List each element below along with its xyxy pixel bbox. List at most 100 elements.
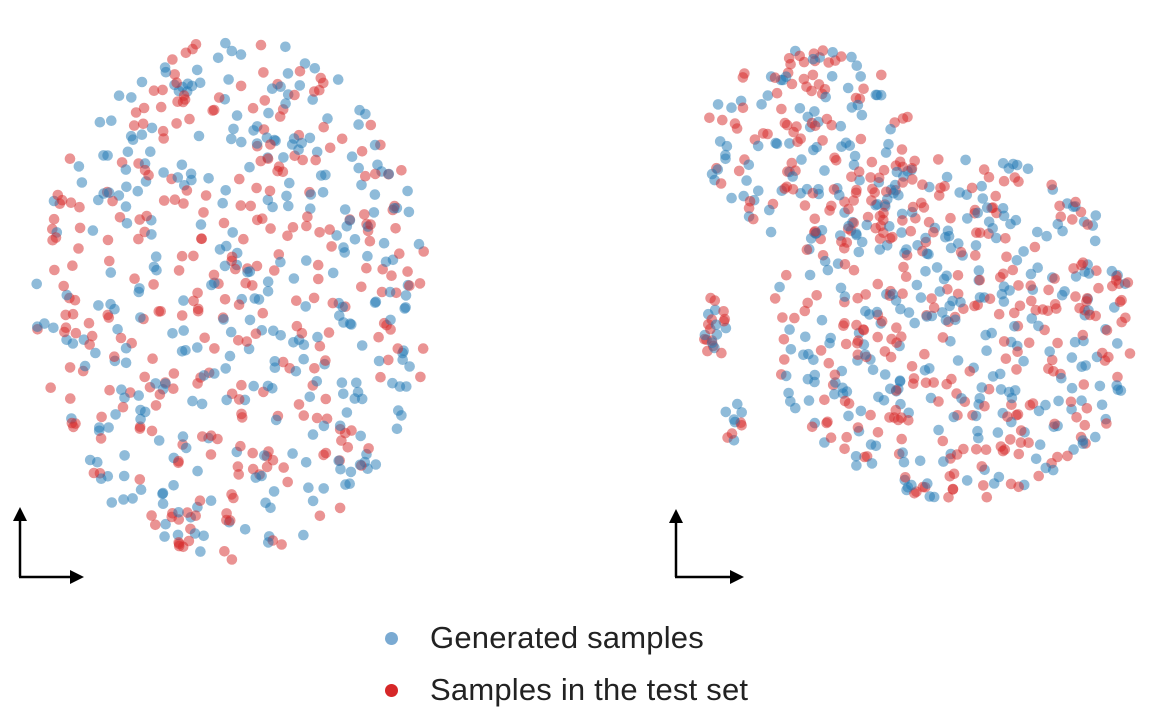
test-sample-point <box>769 72 781 83</box>
test-sample-point <box>945 212 956 224</box>
generated-sample-point <box>354 459 366 471</box>
test-sample-point <box>872 331 883 343</box>
test-sample-point <box>1116 294 1127 306</box>
test-sample-point <box>787 184 799 195</box>
generated-sample-point <box>808 354 819 366</box>
generated-sample-point <box>880 147 892 158</box>
generated-sample-point <box>353 162 365 174</box>
test-sample-point <box>839 259 851 270</box>
test-sample-point <box>865 172 876 183</box>
generated-sample-point <box>808 144 819 156</box>
test-sample-point <box>964 366 976 377</box>
test-sample-point <box>939 181 950 192</box>
generated-sample-point <box>1044 346 1055 357</box>
test-sample-point <box>851 184 862 196</box>
generated-sample-point <box>732 398 743 410</box>
generated-sample-point <box>1041 230 1052 242</box>
generated-sample-point <box>864 309 875 320</box>
generated-sample-point <box>1066 352 1078 363</box>
generated-sample-point <box>995 384 1007 395</box>
test-sample-point <box>373 331 384 343</box>
generated-sample-point <box>1090 210 1102 221</box>
test-sample-point <box>356 281 367 293</box>
test-sample-point <box>777 312 788 323</box>
test-sample-point <box>226 554 238 565</box>
generated-sample-point <box>220 363 231 374</box>
test-sample-point <box>84 339 95 350</box>
generated-sample-point <box>741 175 752 186</box>
generated-sample-point <box>1089 235 1101 247</box>
test-sample-point <box>314 227 325 238</box>
generated-sample-point <box>221 394 232 406</box>
generated-sample-point <box>1070 271 1082 282</box>
generated-sample-point <box>813 184 824 195</box>
test-sample-point <box>1051 303 1062 314</box>
test-sample-point <box>414 278 426 289</box>
generated-sample-point <box>960 154 971 166</box>
test-sample-point <box>146 425 158 437</box>
test-sample-point <box>983 171 995 183</box>
generated-sample-point <box>1009 321 1020 332</box>
generated-sample-point <box>219 260 231 272</box>
generated-sample-point <box>851 60 863 71</box>
test-sample-point <box>937 332 949 343</box>
test-sample-point <box>182 507 193 518</box>
test-sample-point <box>1065 396 1077 408</box>
test-sample-point <box>404 280 415 292</box>
generated-sample-point <box>298 353 310 365</box>
test-sample-point <box>137 118 149 130</box>
test-sample-point <box>68 421 79 433</box>
test-sample-point <box>716 347 727 359</box>
test-sample-point <box>951 449 963 460</box>
test-sample-point <box>858 83 869 95</box>
generated-sample-point <box>403 206 415 218</box>
generated-sample-point <box>136 76 148 88</box>
generated-sample-point <box>270 414 282 426</box>
test-sample-point <box>155 101 167 113</box>
generated-sample-point <box>290 365 302 377</box>
generated-sample-point <box>976 180 987 192</box>
test-sample-point <box>799 200 811 211</box>
generated-sample-point <box>318 483 330 494</box>
test-sample-point <box>294 66 306 77</box>
generated-sample-point <box>835 282 847 294</box>
generated-sample-point <box>911 279 923 291</box>
generated-sample-point <box>728 414 740 425</box>
test-sample-point <box>809 120 821 132</box>
test-sample-point <box>171 77 182 88</box>
test-sample-point <box>870 222 881 234</box>
test-sample-point <box>1062 450 1073 462</box>
test-sample-point <box>876 316 888 327</box>
test-sample-point <box>1026 295 1037 307</box>
generated-sample-point <box>1011 254 1023 266</box>
test-sample-point <box>168 368 180 379</box>
generated-sample-point <box>168 480 179 491</box>
generated-sample-point <box>61 289 73 301</box>
generated-sample-point <box>127 134 139 145</box>
generated-sample-point <box>205 495 217 507</box>
generated-sample-point <box>827 47 838 58</box>
test-sample-point <box>70 327 82 339</box>
generated-sample-point <box>1033 320 1044 332</box>
test-sample-point <box>1023 337 1035 349</box>
generated-sample-point <box>822 264 834 276</box>
test-sample-point <box>312 259 324 271</box>
test-sample-point <box>236 408 247 420</box>
test-sample-point <box>1078 379 1090 390</box>
generated-sample-point <box>991 232 1002 244</box>
test-sample-point <box>908 373 920 384</box>
generated-sample-point <box>195 219 207 230</box>
test-sample-point <box>821 113 833 125</box>
generated-sample-point <box>385 314 396 326</box>
test-sample-point <box>293 399 305 410</box>
generated-sample-point <box>383 168 395 180</box>
generated-sample-point <box>280 98 291 109</box>
test-sample-point <box>905 225 917 237</box>
generated-sample-point <box>843 220 854 232</box>
generated-sample-point <box>855 71 866 82</box>
generated-sample-point <box>961 475 973 486</box>
test-sample-point <box>1001 251 1012 263</box>
test-sample-point <box>148 279 159 290</box>
generated-sample-point <box>878 395 890 406</box>
test-sample-point <box>309 363 320 374</box>
